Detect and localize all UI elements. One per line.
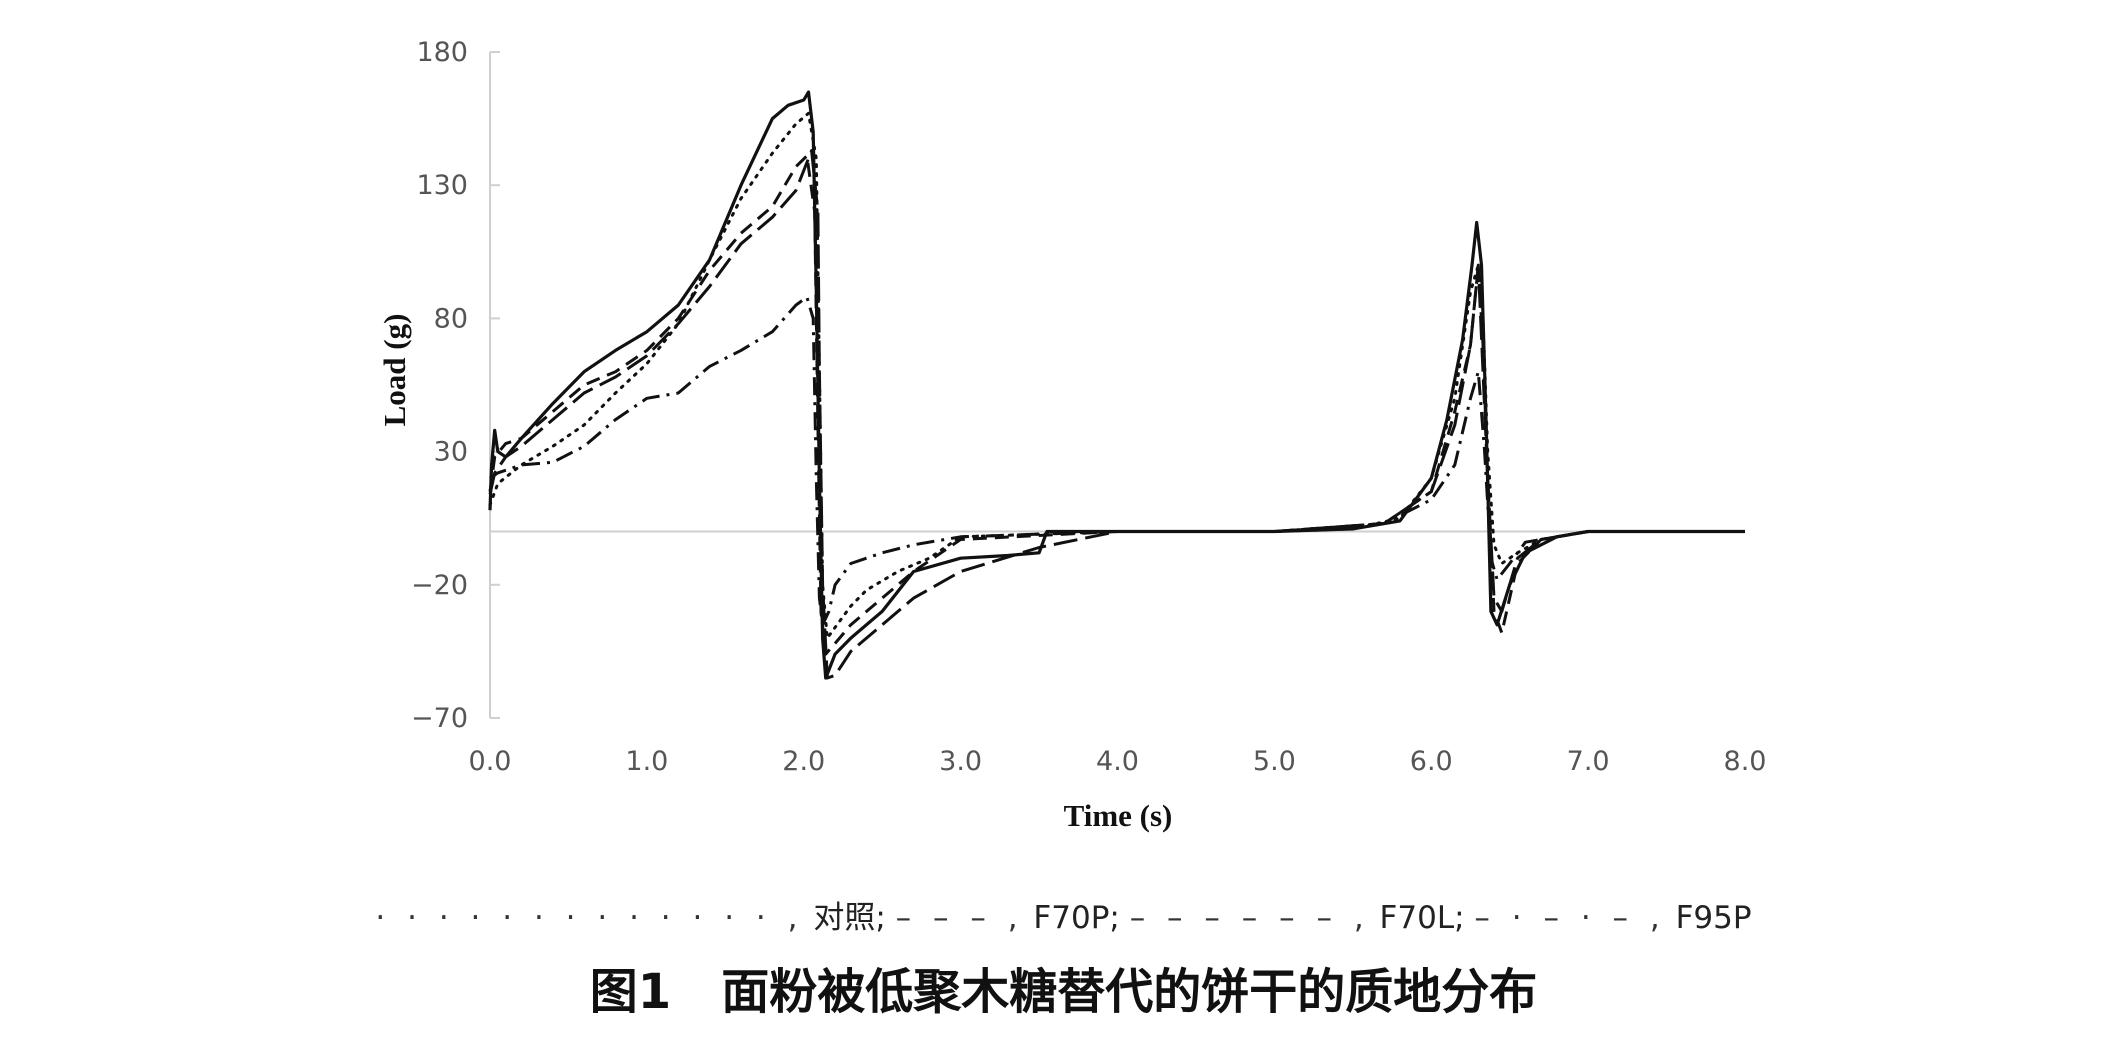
legend-symbol-long-dash: – – – – – – , (1129, 900, 1370, 936)
legend-label-f70l: F70L; (1369, 900, 1465, 936)
x-tick-label: 1.0 (625, 746, 668, 777)
figure-caption-text: 面粉被低聚木糖替代的饼干的质地分布 (721, 964, 1538, 1020)
series-line-1 (488, 111, 1747, 640)
x-tick-label: 3.0 (939, 746, 982, 777)
x-tick-label: 4.0 (1096, 746, 1139, 777)
chart-series (488, 90, 1747, 680)
figure-caption: 图1 面粉被低聚木糖替代的饼干的质地分布 (0, 952, 2127, 1022)
chart-ticks: 180 130 80 30 −20 −700.0 1.0 2.0 3.0 4.0 5.0 6.0 7.0… (411, 37, 1766, 777)
legend-label-f95p: F95P (1665, 900, 1752, 936)
x-tick-label: 2.0 (782, 746, 825, 777)
legend-symbol-dotted: · · · · · · · · · · · · · , (375, 900, 804, 936)
x-tick-label: 8.0 (1724, 746, 1767, 777)
legend: · · · · · · · · · · · · · , 对照; – – – , … (0, 892, 2127, 937)
y-tick-label: 80 (434, 303, 468, 334)
y-tick-label: −70 (411, 703, 468, 734)
legend-symbol-short-dash: – – – , (895, 900, 1024, 936)
y-axis-title: Load (g) (377, 314, 412, 427)
chart: 180 130 80 30 −20 −700.0 1.0 2.0 3.0 4.0 5.0 6.0 7.0… (377, 37, 1766, 833)
series-line-2 (488, 154, 1745, 656)
chart-axes (489, 52, 1745, 718)
x-tick-label: 0.0 (469, 746, 512, 777)
series-line-3 (488, 149, 1745, 680)
y-tick-label: 130 (416, 170, 468, 201)
y-tick-label: 30 (434, 437, 468, 468)
legend-item-f70l: – – – – – – , F70L; (1130, 900, 1465, 936)
x-tick-label: 7.0 (1567, 746, 1610, 777)
legend-item-f70p: – – – , F70P; (896, 900, 1120, 936)
legend-label-control: 对照; (803, 900, 886, 936)
x-axis-title: Time (s) (1064, 798, 1173, 833)
figure-number: 图1 (589, 964, 672, 1020)
series-line-4 (489, 295, 1745, 627)
legend-item-control: · · · · · · · · · · · · · , 对照; (375, 900, 885, 936)
legend-symbol-dash-dot: – · – · – , (1474, 900, 1666, 936)
legend-label-f70p: F70P; (1023, 900, 1120, 936)
y-tick-label: 180 (416, 37, 468, 68)
x-tick-label: 6.0 (1410, 746, 1453, 777)
legend-item-f95p: – · – · – , F95P (1474, 900, 1751, 936)
x-tick-label: 5.0 (1253, 746, 1296, 777)
series-line-5 (488, 90, 1745, 680)
y-tick-label: −20 (411, 570, 468, 601)
